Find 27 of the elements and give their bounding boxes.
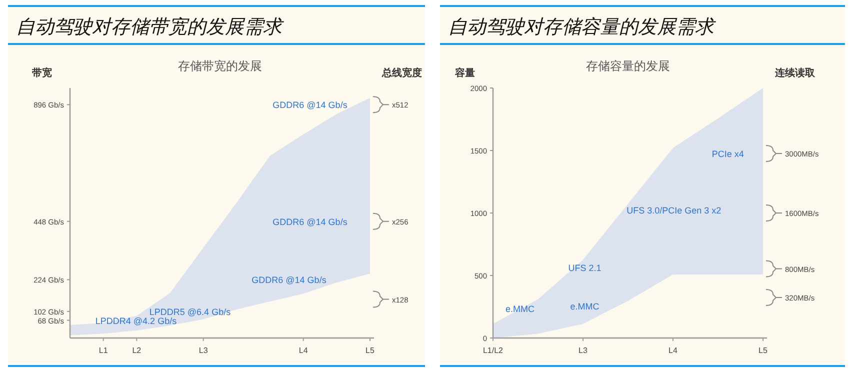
annotation: LPDDR4 @4.2 Gb/s [95, 316, 178, 326]
annotation: e.MMC [570, 301, 600, 312]
chart-title: 自动驾驶对存储容量的发展需求 [448, 16, 717, 38]
x-tick-label: L2 [132, 346, 142, 355]
annotation: PCIe x4 [712, 149, 744, 159]
x-tick-label: L5 [366, 346, 375, 355]
x-tick-label: L1/L2 [482, 346, 504, 355]
x-tick-label: L4 [298, 346, 308, 355]
annotation: LPDDR5 @6.4 Gb/s [149, 306, 232, 317]
annotation: GDDR6 @14 Gb/s [272, 100, 348, 110]
chart-subtitle: 存储容量的发展 [586, 59, 670, 73]
chart-title: 自动驾驶对存储带宽的发展需求 [16, 16, 285, 38]
annotation: UFS 3.0/PCIe Gen 3 x2 [626, 205, 722, 216]
x-tick-label: L5 [758, 346, 768, 355]
x-tick-label: L4 [668, 346, 678, 355]
annotation: GDDR6 @14 Gb/s [272, 216, 348, 227]
y-axis-title: 带宽 [32, 67, 52, 79]
annotation: UFS 2.1 [568, 262, 602, 273]
y-axis-title: 容量 [454, 67, 475, 79]
x-tick-label: L3 [198, 346, 208, 355]
chart-subtitle: 存储带宽的发展 [178, 59, 262, 73]
x-tick-label: L3 [578, 346, 588, 355]
x-tick-label: L1 [98, 346, 108, 355]
annotation: GDDR6 @14 Gb/s [252, 275, 327, 286]
y2-axis-title: 总线宽度 [381, 67, 422, 79]
y2-axis-title: 连续读取 [774, 67, 816, 79]
annotation: e.MMC [506, 304, 535, 314]
